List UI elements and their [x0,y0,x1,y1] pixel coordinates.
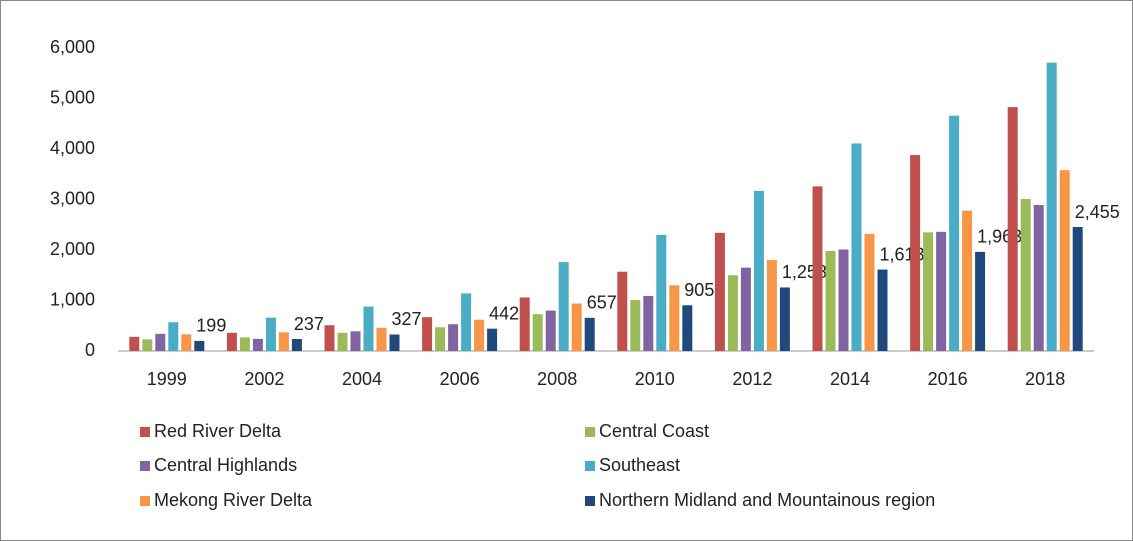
legend-label: Red River Delta [154,421,282,441]
bar [1020,198,1031,351]
bar [682,305,693,351]
bar [324,325,335,351]
data-label: 199 [196,316,226,336]
bar [825,251,836,351]
legend-swatch [585,461,595,471]
bar [949,115,960,351]
bar [1033,205,1044,351]
data-label: 2,455 [1075,202,1120,222]
bar [422,317,433,351]
bar [389,334,400,351]
bar [584,317,595,351]
bar [181,334,192,351]
bar [337,332,348,351]
bar [252,338,263,351]
bar [168,322,179,351]
bar [474,319,485,351]
x-tick-label: 2006 [440,369,480,389]
data-label: 442 [489,303,519,323]
data-label: 657 [587,293,617,313]
bar [363,306,374,351]
bar [435,327,446,351]
bar [265,317,276,351]
legend-swatch [140,496,150,506]
bar [1046,62,1057,352]
bar [936,231,947,351]
bar [291,339,302,351]
x-tick-label: 2012 [732,369,772,389]
bar [226,332,237,351]
x-tick-label: 2008 [537,369,577,389]
bar [617,271,628,351]
bar [877,269,888,351]
bar [812,186,823,351]
x-tick-label: 2018 [1025,369,1065,389]
bar [142,339,153,351]
bar [129,336,140,351]
legend-label: Northern Midland and Mountainous region [599,490,935,510]
data-label: 327 [392,309,422,329]
bar [923,232,934,351]
x-tick-label: 2004 [342,369,382,389]
y-tick-label: 0 [85,340,95,360]
legend-swatch [140,461,150,471]
legend-swatch [585,496,595,506]
bar [519,297,530,351]
bar [962,210,973,351]
bar [864,233,875,351]
bar [975,251,986,351]
bar [656,234,667,351]
bar [727,275,738,351]
bar [851,143,862,351]
legend-label: Central Coast [599,421,709,441]
bar [910,155,921,351]
y-tick-label: 3,000 [50,188,95,208]
legend-swatch [140,427,150,437]
bar [714,232,725,351]
x-tick-label: 2014 [830,369,870,389]
x-tick-label: 2002 [244,369,284,389]
bar [448,324,459,351]
bar [545,310,556,351]
legend-swatch [585,427,595,437]
bar [753,190,764,351]
legend-label: Mekong River Delta [154,490,313,510]
bar [194,340,205,351]
data-label: 237 [294,314,324,334]
x-tick-label: 2016 [928,369,968,389]
bar [740,267,751,351]
bar [461,293,472,351]
legend-label: Central Highlands [154,455,297,475]
data-label: 905 [684,280,714,300]
bar [532,314,543,351]
x-tick-label: 2010 [635,369,675,389]
bar [838,249,849,351]
x-tick-label: 1999 [147,369,187,389]
bar [350,331,361,351]
y-tick-label: 6,000 [50,37,95,57]
legend-label: Southeast [599,455,680,475]
bar [766,260,777,351]
bar [779,287,790,351]
y-tick-label: 4,000 [50,138,95,158]
bar [1072,227,1083,351]
bar [669,285,680,351]
bar [630,299,641,351]
bar [558,262,569,351]
bar [376,327,387,351]
y-tick-label: 1,000 [50,289,95,309]
bar [239,337,250,351]
bar [487,328,498,351]
bar [1007,107,1018,352]
bar [278,332,289,351]
bar [1059,170,1070,351]
bar [643,295,654,351]
y-tick-label: 5,000 [50,87,95,107]
bar [155,333,166,351]
bar [571,303,582,351]
y-tick-label: 2,000 [50,239,95,259]
